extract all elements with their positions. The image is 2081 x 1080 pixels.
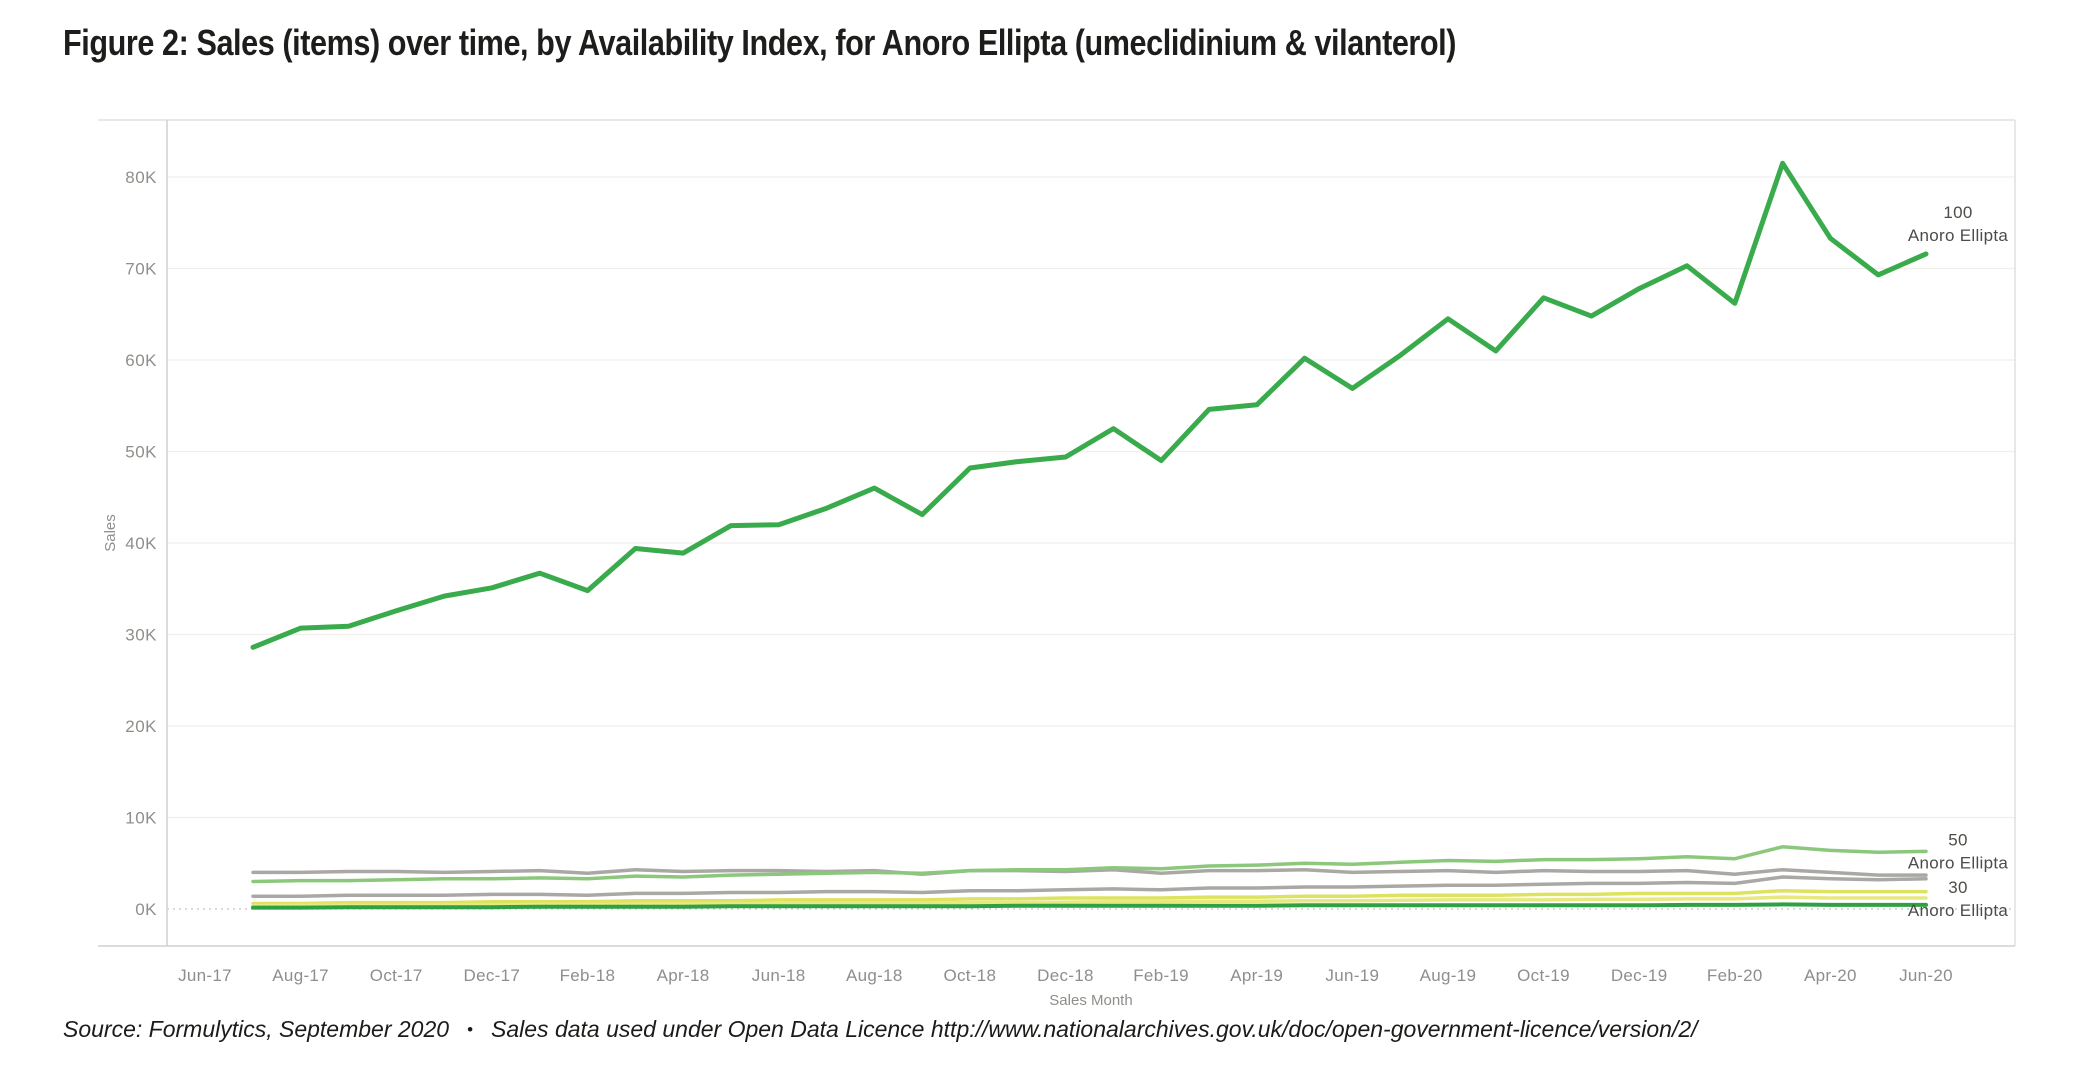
series-line-unlabeled-gray-2[interactable] (251, 875, 1928, 898)
series-end-labels: 50 Anoro Ellipta 30 Anoro Ellipta 100 Anoro E… (1908, 203, 2009, 920)
x-tick-label: Aug-17 (272, 966, 329, 985)
y-tick-label: 60K (125, 351, 157, 370)
x-tick-label: Dec-18 (1037, 966, 1094, 985)
y-axis-title: Sales (102, 514, 119, 552)
y-tick-label: 80K (125, 168, 157, 187)
end-label-30-line2: Anoro Ellipta (1908, 901, 2009, 920)
end-label-100-line2: Anoro Ellipta (1908, 226, 2009, 245)
series-line-anoro-ellipta-availability-index-50[interactable] (251, 845, 1928, 884)
end-label-50-line2: Anoro Ellipta (1908, 853, 2009, 872)
licence-text: Sales data used under Open Data Licence … (491, 1016, 1698, 1042)
x-tick-label: Dec-19 (1611, 966, 1668, 985)
y-tick-label: 50K (125, 443, 157, 462)
x-tick-label: Jun-18 (752, 966, 806, 985)
x-tick-label: Oct-17 (370, 966, 423, 985)
x-tick-label: Dec-17 (464, 966, 521, 985)
series-line-anoro-ellipta-availability-index-100[interactable] (250, 160, 1929, 650)
series-line-anoro-ellipta-availability-index-30[interactable] (251, 902, 1928, 910)
x-tick-label: Jun-19 (1325, 966, 1379, 985)
series-line-unlabeled-yellow-2[interactable] (251, 895, 1928, 908)
y-tick-label: 0K (135, 900, 157, 919)
x-tick-label: Apr-19 (1230, 966, 1283, 985)
series-line-unlabeled-yellow-1[interactable] (251, 888, 1928, 906)
y-tick-label: 10K (125, 809, 157, 828)
y-tick-label: 40K (125, 534, 157, 553)
x-tick-label: Feb-18 (560, 966, 616, 985)
y-tick-label: 20K (125, 717, 157, 736)
figure-title: Figure 2: Sales (items) over time, by Av… (63, 22, 1457, 63)
x-tick-label: Apr-18 (657, 966, 710, 985)
x-axis-title: Sales Month (1049, 992, 1132, 1009)
series-lines (250, 160, 1929, 910)
chart-frame (98, 119, 2016, 947)
y-tick-label: 30K (125, 626, 157, 645)
x-tick-label: Aug-19 (1420, 966, 1477, 985)
x-tick-label: Jun-17 (178, 966, 232, 985)
bullet-separator: • (467, 1020, 474, 1039)
x-tick-label: Apr-20 (1804, 966, 1857, 985)
end-label-50-line1: 50 (1948, 830, 1968, 849)
x-tick-label: Oct-18 (943, 966, 996, 985)
y-tick-label: 70K (125, 260, 157, 279)
source-text: Source: Formulytics, September 2020 (63, 1016, 450, 1042)
x-tick-label: Feb-20 (1707, 966, 1763, 985)
end-label-30-line1: 30 (1948, 878, 1968, 897)
end-label-100-line1: 100 (1943, 203, 1972, 222)
y-axis-tick-labels: 0K 10K 20K 30K 40K 50K 60K 70K 80K (125, 168, 157, 919)
x-tick-label: Jun-20 (1899, 966, 1953, 985)
x-tick-label: Oct-19 (1517, 966, 1570, 985)
x-tick-label: Feb-19 (1133, 966, 1189, 985)
x-tick-label: Aug-18 (846, 966, 903, 985)
source-attribution: Source: Formulytics, September 2020 • Sale… (63, 1016, 1698, 1043)
x-axis-tick-labels: Jun-17 Aug-17 Oct-17 Dec-17 Feb-18 Apr-18 Jun-… (178, 966, 1953, 985)
series-line-unlabeled-gray-1[interactable] (251, 867, 1928, 877)
